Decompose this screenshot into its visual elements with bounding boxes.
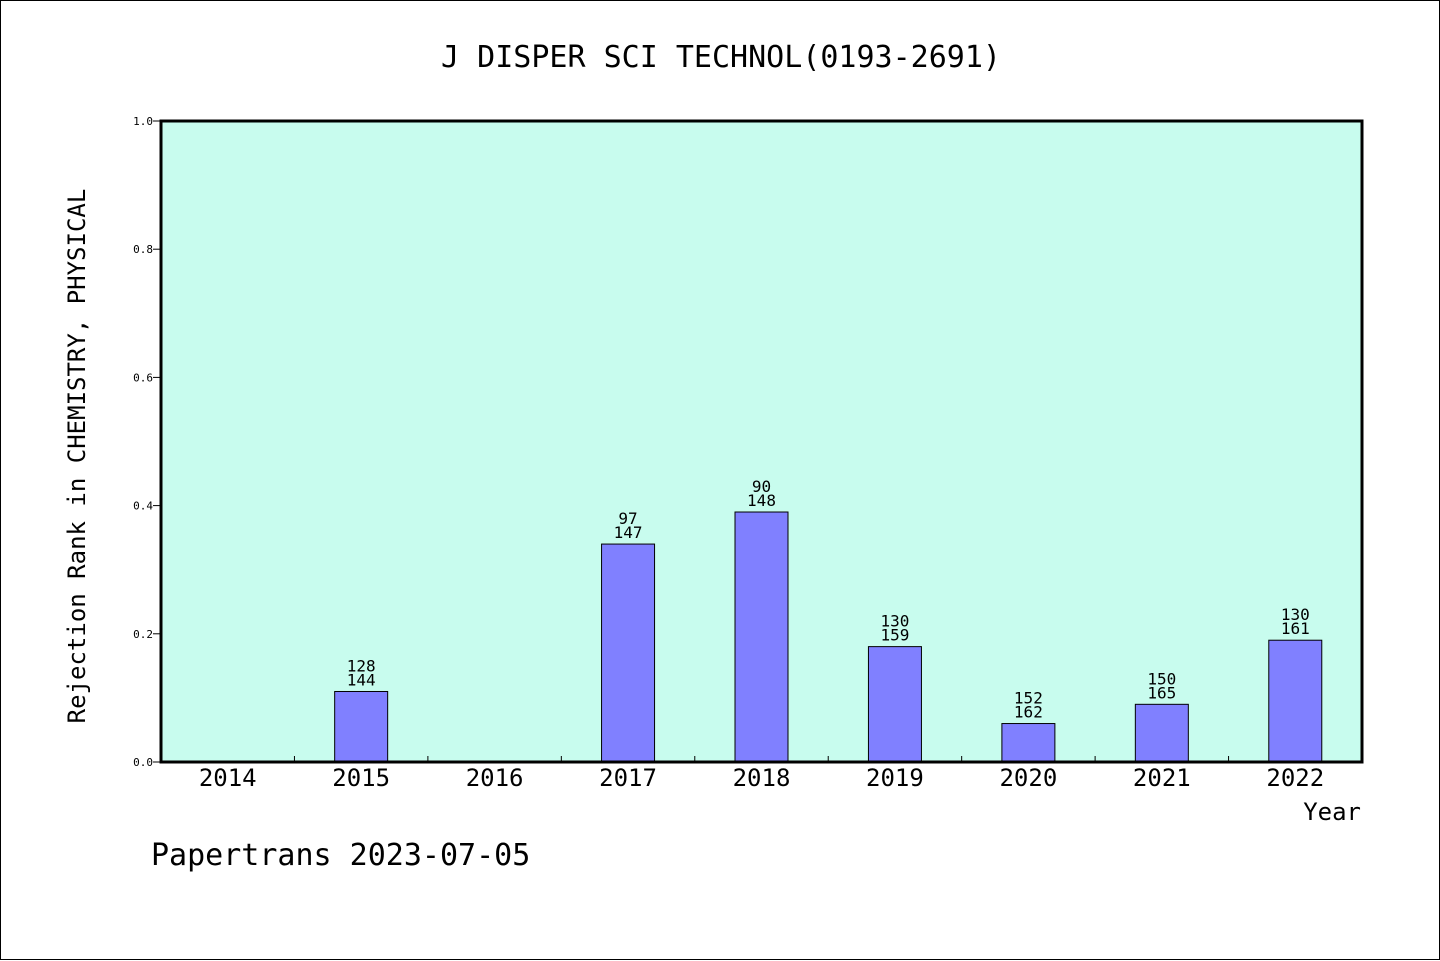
bar-label-top: 97 — [618, 509, 637, 528]
y-tick-label: 0.4 — [133, 500, 153, 513]
chart-title: J DISPER SCI TECHNOL(0193-2691) — [441, 40, 1001, 75]
x-tick-label: 2016 — [466, 764, 524, 792]
x-axis-label: Year — [1303, 798, 1361, 826]
bar-label-top: 90 — [752, 477, 771, 496]
y-tick-label: 0.2 — [133, 628, 153, 641]
bar-label-bottom: 162 — [1014, 703, 1043, 722]
y-axis-ticks: 0.0 0.2 0.4 0.6 0.8 1.0 — [133, 115, 161, 769]
bar-2020 — [1001, 723, 1056, 763]
bar-2017 — [601, 543, 656, 763]
bar-label-top: 128 — [347, 656, 376, 675]
bar-label-top: 130 — [880, 612, 909, 631]
bar-label-bottom: 159 — [880, 626, 909, 645]
y-axis-label: Rejection Rank in CHEMISTRY, PHYSICAL — [63, 189, 91, 724]
plot-border — [159, 119, 1364, 764]
x-tick-label: 2017 — [599, 764, 657, 792]
x-tick-label: 2014 — [199, 764, 257, 792]
bar-2018 — [734, 511, 789, 763]
y-tick-label: 0.6 — [133, 371, 153, 384]
bar-label-top: 150 — [1147, 669, 1176, 688]
x-tick-label: 2015 — [332, 764, 390, 792]
bar-2015 — [334, 690, 389, 763]
bar-label-top: 130 — [1281, 605, 1310, 624]
bar-label-top: 152 — [1014, 689, 1043, 708]
bar-label-bottom: 144 — [347, 670, 376, 689]
x-axis-ticks: 2014 2015 2016 2017 2018 2019 2020 2021 2022 — [199, 756, 1324, 792]
bar-2021 — [1134, 703, 1189, 763]
bar-label-bottom: 148 — [747, 491, 776, 510]
y-tick-label: 1.0 — [133, 115, 153, 128]
x-tick-label: 2019 — [866, 764, 924, 792]
x-tick-label: 2021 — [1133, 764, 1191, 792]
bar-2022 — [1268, 639, 1323, 763]
bar-label-bottom: 147 — [614, 523, 643, 542]
y-tick-label: 0.0 — [133, 756, 153, 769]
bar-label-bottom: 161 — [1281, 619, 1310, 638]
bar-2019 — [867, 646, 922, 763]
x-tick-label: 2022 — [1266, 764, 1324, 792]
y-tick-label: 0.8 — [133, 243, 153, 256]
x-tick-label: 2018 — [733, 764, 791, 792]
x-tick-label: 2020 — [999, 764, 1057, 792]
footer-text: Papertrans 2023-07-05 — [151, 838, 530, 873]
bar-label-bottom: 165 — [1147, 683, 1176, 702]
